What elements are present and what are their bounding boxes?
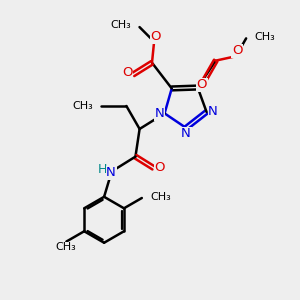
Text: CH₃: CH₃ [56,242,76,253]
Text: O: O [232,44,243,57]
Text: O: O [196,78,207,92]
Text: CH₃: CH₃ [110,20,131,30]
Text: CH₃: CH₃ [254,32,275,42]
Text: CH₃: CH₃ [72,101,93,111]
Text: H: H [98,164,108,176]
Text: N: N [208,105,218,119]
Text: O: O [122,67,133,80]
Text: N: N [154,107,164,121]
Text: N: N [181,127,191,140]
Text: N: N [106,167,116,179]
Text: O: O [155,161,165,174]
Text: CH₃: CH₃ [150,191,171,202]
Text: O: O [150,30,161,43]
